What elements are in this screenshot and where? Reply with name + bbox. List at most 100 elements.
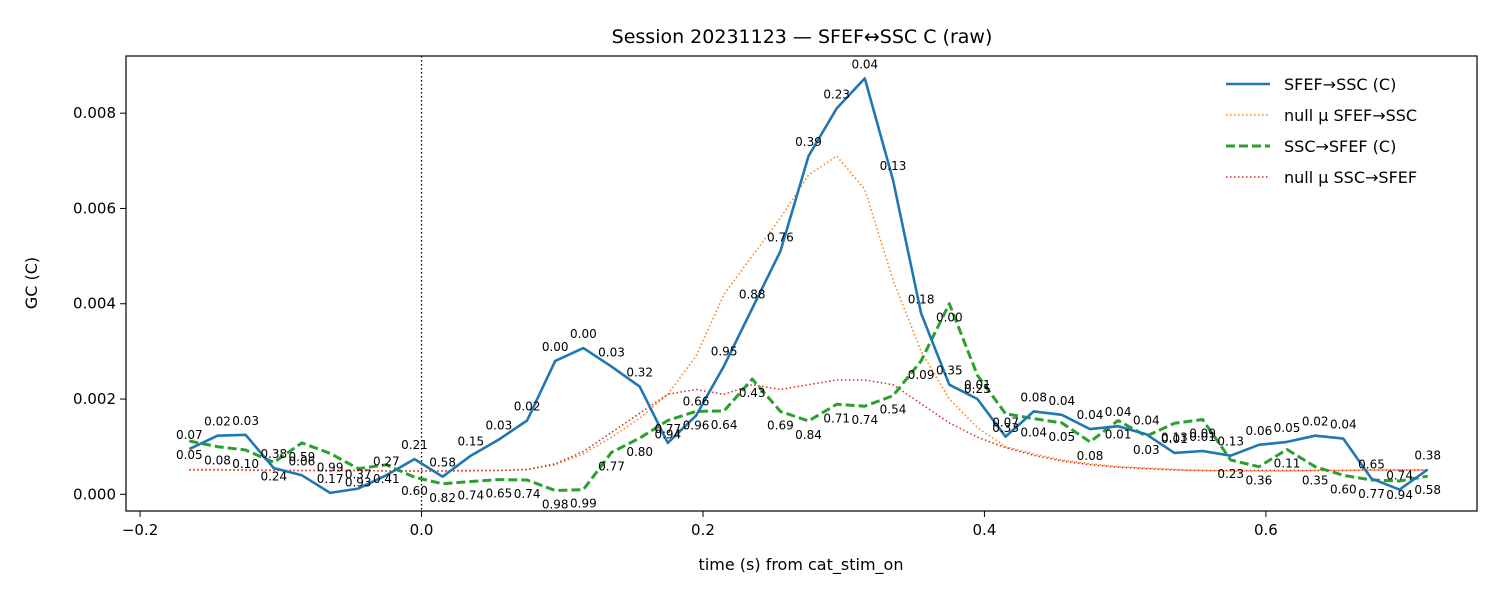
p-value-label: 0.65 [1358,458,1385,472]
p-value-label: 0.41 [373,472,400,486]
p-value-label: 0.18 [908,292,935,306]
legend-label-3: null μ SSC→SFEF [1284,168,1417,187]
y-tick-label: 0.000 [73,485,116,503]
p-value-label: 0.69 [767,418,794,432]
p-value-label: 0.09 [908,368,935,382]
p-value-label: 0.08 [1020,390,1047,404]
p-value-label: 0.60 [1330,482,1357,496]
p-value-label: 0.93 [345,476,372,490]
p-value-label: 0.07 [992,416,1019,430]
p-value-label: 0.59 [289,450,316,464]
p-value-label: 0.04 [1077,408,1104,422]
p-value-label: 0.02 [1302,415,1329,429]
p-value-label: 0.05 [1274,421,1301,435]
p-value-label: 0.03 [598,346,625,360]
x-tick-label: 0.6 [1254,521,1278,539]
p-value-label: 0.74 [514,487,541,501]
p-value-label: 0.00 [542,340,569,354]
legend-label-1: null μ SFEF→SSC [1284,106,1417,125]
plot-frame [125,55,1478,512]
series-line-0 [188,77,1429,495]
p-value-label: 0.65 [486,487,513,501]
p-value-label: 0.80 [626,445,653,459]
p-value-label: 0.02 [514,400,541,414]
p-value-label: 0.08 [1077,449,1104,463]
p-value-label: 0.77 [654,422,681,436]
p-value-label: 0.05 [1048,430,1075,444]
p-value-label: 0.27 [373,454,400,468]
x-tick-label: −0.2 [122,521,158,539]
series-lines [188,56,1429,511]
p-value-label: 0.24 [260,469,287,483]
p-value-label: 0.17 [317,472,344,486]
y-tick-label: 0.006 [73,199,116,217]
p-value-label: 0.94 [1386,488,1413,502]
p-value-label: 0.06 [289,454,316,468]
legend: SFEF→SSC (C) null μ SFEF→SSC SSC→SFEF (C) n… [1226,75,1417,187]
p-value-label: 0.04 [1048,394,1075,408]
p-value-label: 0.11 [1274,457,1301,471]
y-tick-label: 0.008 [73,104,116,122]
x-tick-label: 0.4 [973,521,997,539]
p-value-label: 0.01 [1105,428,1132,442]
p-value-label: 0.77 [598,459,625,473]
p-value-label: 0.03 [1133,443,1160,457]
p-value-label: 0.60 [401,484,428,498]
p-value-label: 0.71 [823,411,850,425]
p-value-label: 0.32 [626,366,653,380]
p-value-label: 0.99 [570,497,597,511]
p-value-label: 0.74 [851,413,878,427]
p-value-label: 0.03 [486,419,513,433]
p-value-label: 0.00 [936,311,963,325]
p-value-label: 0.99 [317,460,344,474]
legend-label-0: SFEF→SSC (C) [1284,75,1396,94]
p-value-label: 0.39 [795,135,822,149]
p-value-label: 0.84 [795,428,822,442]
x-tick-label: 0.0 [410,521,434,539]
p-value-label: 0.10 [232,457,259,471]
p-value-label: 0.35 [936,364,963,378]
y-axis: 0.000 0.002 0.004 0.006 0.008 [73,104,126,503]
p-value-labels: 0.070.02 0.030.380.060.17 0.370.270.210.58… [176,57,1441,511]
p-value-label: 0.13 [1161,430,1188,444]
x-axis-label: time (s) from cat_stim_on [699,555,904,575]
p-value-label: 0.36 [1246,474,1273,488]
p-value-label: 0.74 [457,489,484,503]
p-value-label: 0.58 [429,456,456,470]
p-value-label: 0.58 [1414,483,1441,497]
p-value-label: 0.13 [1217,435,1244,449]
p-value-label: 0.21 [401,438,428,452]
p-value-label: 0.06 [1246,424,1273,438]
p-value-label: 0.38 [260,447,287,461]
y-tick-label: 0.002 [73,390,116,408]
p-value-label: 0.04 [1133,413,1160,427]
x-tick-label: 0.2 [691,521,715,539]
y-tick-label: 0.004 [73,295,116,313]
p-value-label: 0.74 [1386,469,1413,483]
p-value-label: 0.04 [851,57,878,71]
p-value-label: 0.98 [542,498,569,512]
p-value-label: 0.77 [1358,487,1385,501]
p-value-label: 0.96 [683,418,710,432]
p-value-label: 0.09 [1189,427,1216,441]
p-value-label: 0.01 [964,378,991,392]
plot-area: 0.070.02 0.030.380.060.17 0.370.270.210.58… [125,55,1478,512]
p-value-label: 0.15 [457,435,484,449]
p-value-label: 0.64 [711,418,738,432]
p-value-label: 0.23 [1217,467,1244,481]
p-value-label: 0.43 [739,386,766,400]
p-value-label: 0.76 [767,230,794,244]
p-value-label: 0.00 [570,327,597,341]
legend-label-2: SSC→SFEF (C) [1284,137,1396,156]
p-value-label: 0.02 [204,415,231,429]
p-value-label: 0.23 [823,87,850,101]
chart-title: Session 20231123 — SFEF↔SSC C (raw) [612,26,993,48]
p-value-label: 0.66 [683,395,710,409]
p-value-label: 0.01 [1161,432,1188,446]
p-value-label: 0.05 [176,448,203,462]
p-value-label: 0.13 [880,159,907,173]
p-value-label: 0.01 [1189,430,1216,444]
p-value-label: 0.88 [739,288,766,302]
series-line-1 [189,155,1428,472]
